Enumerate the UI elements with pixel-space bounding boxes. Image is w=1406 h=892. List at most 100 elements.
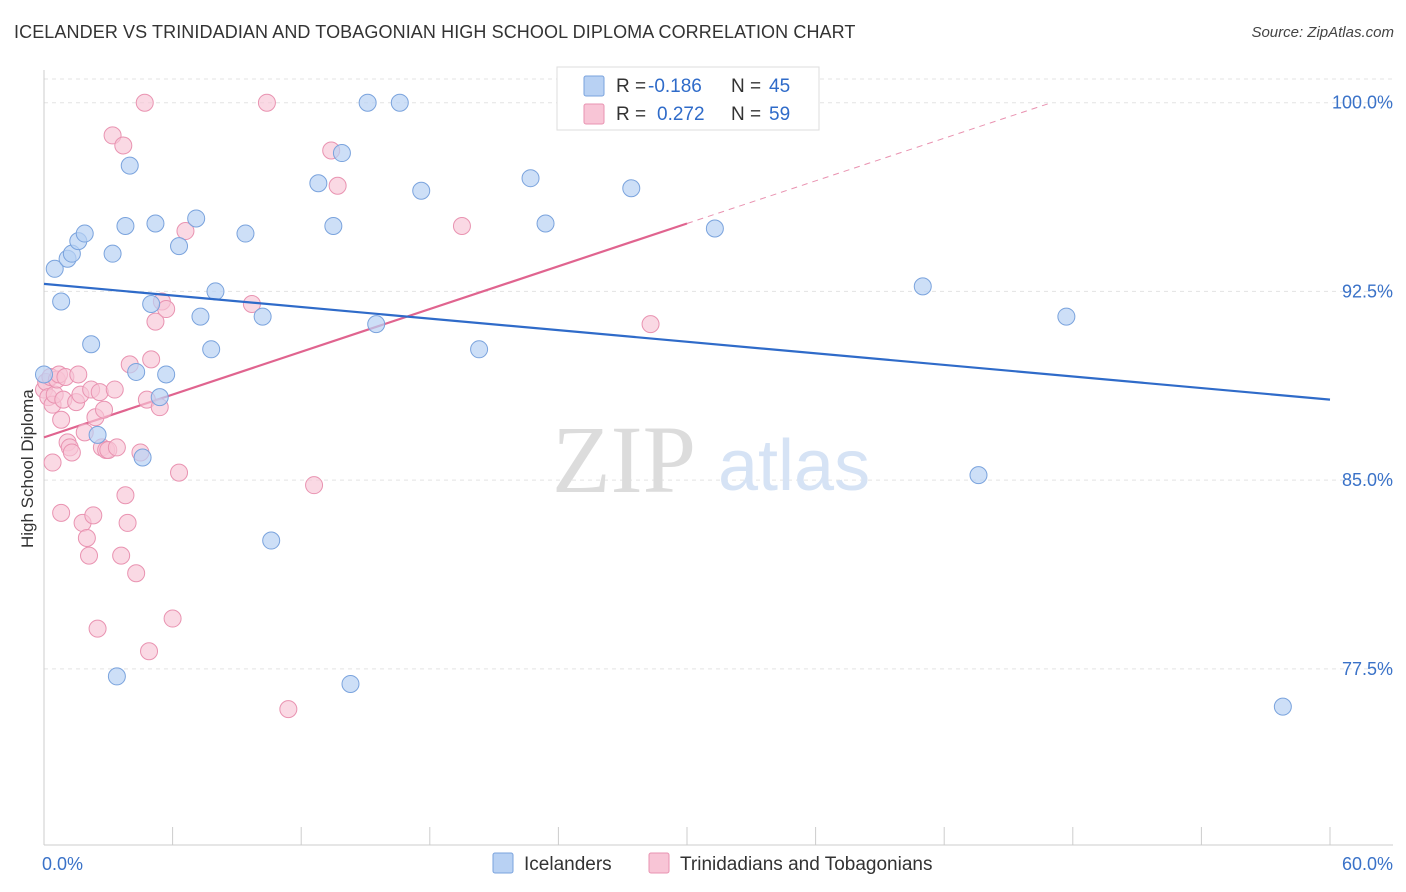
data-point-trinidadians [105, 380, 124, 399]
data-point-icelanders [1057, 307, 1076, 326]
data-point-trinidadians [135, 93, 154, 112]
source-note: Source: ZipAtlas.com [1251, 24, 1394, 41]
data-point-icelanders [202, 340, 221, 359]
data-point-icelanders [358, 93, 377, 112]
legend-swatch-blue [583, 75, 605, 97]
series-swatch-icelanders [492, 852, 514, 874]
y-tick-label: 85.0% [1342, 470, 1393, 490]
data-point-icelanders [341, 674, 360, 693]
data-point-trinidadians [112, 546, 131, 565]
data-point-trinidadians [77, 529, 96, 548]
data-point-icelanders [127, 362, 146, 381]
data-point-icelanders [913, 277, 932, 296]
data-point-icelanders [170, 237, 189, 256]
data-point-trinidadians [328, 176, 347, 195]
data-point-icelanders [146, 214, 165, 233]
points-trinidadians [35, 93, 660, 719]
data-point-icelanders [191, 307, 210, 326]
data-point-trinidadians [80, 546, 99, 565]
data-point-icelanders [142, 295, 161, 314]
legend-n-label-blue: N = [731, 76, 761, 97]
data-point-icelanders [75, 224, 94, 243]
y-axis-title: High School Diploma [18, 389, 37, 548]
data-point-icelanders [52, 292, 71, 311]
watermark: ZIP atlas [552, 406, 870, 513]
data-point-trinidadians [52, 410, 71, 429]
series-label-icelanders: Icelanders [524, 854, 612, 875]
data-point-trinidadians [116, 486, 135, 505]
legend-r-value-pink: 0.272 [657, 104, 705, 125]
data-point-trinidadians [84, 506, 103, 525]
trend-line-pink-extension [686, 102, 1052, 224]
legend-n-value-pink: 59 [769, 104, 790, 125]
x-tick-label: 60.0% [1342, 854, 1393, 874]
data-point-trinidadians [146, 312, 165, 331]
points-icelanders [35, 93, 1292, 716]
legend-swatch-pink [583, 103, 605, 125]
data-point-icelanders [103, 244, 122, 263]
legend-n-value-blue: 45 [769, 76, 790, 97]
data-point-trinidadians [52, 503, 71, 522]
data-point-icelanders [521, 169, 540, 188]
data-point-icelanders [107, 667, 126, 686]
data-point-icelanders [82, 335, 101, 354]
data-point-trinidadians [142, 350, 161, 369]
data-point-trinidadians [118, 513, 137, 532]
data-point-trinidadians [88, 619, 107, 638]
data-point-trinidadians [43, 453, 62, 472]
series-legend: Icelanders Trinidadians and Tobagonians [492, 852, 932, 875]
watermark-atlas: atlas [718, 426, 870, 506]
data-point-trinidadians [641, 315, 660, 334]
data-point-trinidadians [170, 463, 189, 482]
data-point-trinidadians [69, 365, 88, 384]
series-label-trinidadians: Trinidadians and Tobagonians [680, 854, 932, 875]
data-point-icelanders [253, 307, 272, 326]
data-point-trinidadians [62, 443, 81, 462]
chart-title: ICELANDER VS TRINIDADIAN AND TOBAGONIAN … [14, 22, 856, 42]
trend-line-blue [43, 282, 1331, 401]
data-point-icelanders [45, 259, 64, 278]
data-point-trinidadians [114, 136, 133, 155]
data-point-icelanders [120, 156, 139, 175]
data-point-icelanders [262, 531, 281, 550]
y-tick-label: 92.5% [1342, 281, 1393, 301]
data-point-trinidadians [127, 564, 146, 583]
data-point-trinidadians [257, 93, 276, 112]
data-point-icelanders [332, 144, 351, 163]
data-point-icelanders [206, 282, 225, 301]
data-point-icelanders [150, 388, 169, 407]
legend-r-value-blue: -0.186 [648, 76, 702, 97]
data-point-trinidadians [90, 383, 109, 402]
data-point-icelanders [705, 219, 724, 238]
data-point-icelanders [536, 214, 555, 233]
legend-r-label-pink: R = [616, 104, 646, 125]
data-point-trinidadians [95, 400, 114, 419]
data-point-icelanders [412, 181, 431, 200]
data-point-icelanders [116, 217, 135, 236]
y-tick-labels: 77.5% 85.0% 92.5% 100.0% [1332, 93, 1393, 679]
data-point-icelanders [187, 209, 206, 228]
axes [43, 70, 1393, 846]
x-tick-label: 0.0% [42, 854, 83, 874]
gridlines [44, 78, 1393, 670]
data-point-icelanders [157, 365, 176, 384]
data-point-icelanders [324, 217, 343, 236]
data-point-trinidadians [452, 217, 471, 236]
data-point-trinidadians [279, 700, 298, 719]
data-point-trinidadians [305, 476, 324, 495]
data-point-icelanders [35, 365, 53, 384]
trend-line-icelanders [43, 282, 1331, 401]
data-point-icelanders [622, 179, 641, 198]
data-point-icelanders [133, 448, 152, 467]
data-point-icelanders [390, 93, 409, 112]
legend-n-label-pink: N = [731, 104, 761, 125]
y-tick-label: 100.0% [1332, 93, 1393, 113]
data-point-trinidadians [157, 300, 176, 319]
data-point-icelanders [969, 466, 988, 485]
x-tick-labels: 0.0% 60.0% [42, 854, 1393, 874]
y-tick-label: 77.5% [1342, 659, 1393, 679]
stats-legend: R = -0.186 N = 45 R = 0.272 N = 59 [556, 66, 820, 131]
watermark-zip: ZIP [552, 406, 696, 513]
data-point-trinidadians [140, 642, 159, 661]
